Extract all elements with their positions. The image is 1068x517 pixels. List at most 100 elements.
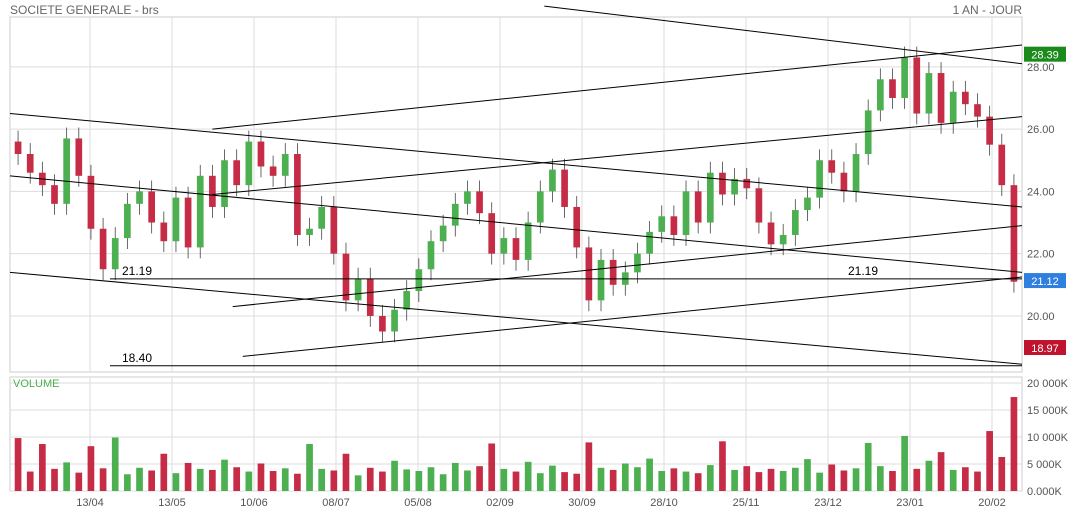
level-label: 18.40 [122,351,152,365]
volume-bar [876,466,884,491]
candle-body [75,138,83,176]
volume-bar [670,468,678,491]
candle-body [609,259,617,285]
volume-bar [172,473,180,491]
trendline [242,276,1023,357]
candle-body [476,191,483,214]
volume-bar [864,442,872,491]
candle-body [694,191,702,223]
candle-body [974,104,981,117]
candle-body [840,172,848,192]
volume-bar [500,468,508,491]
candle-body [670,216,678,235]
candle-body [719,172,726,195]
candle-body [330,206,338,254]
volume-bar [342,453,350,491]
candle-body [318,206,326,229]
candle-body [524,222,532,260]
volume-bar [816,472,823,491]
candle-body [379,315,386,332]
x-tick-label: 13/05 [158,497,186,509]
x-tick-label: 30/09 [568,497,596,509]
candle-body [184,197,192,248]
volume-bar [221,459,228,491]
trendline [232,225,1023,308]
candle-body [573,206,581,248]
candle-body [743,178,751,189]
volume-tick-label: 20 000K [1027,378,1068,390]
volume-bar [427,467,435,491]
volume-bar [111,437,119,491]
candle-body [26,154,34,173]
candle-body [51,185,58,204]
volume-tick-label: 15 000K [1027,405,1068,417]
candle-body [561,169,568,207]
volume-label: VOLUME [13,378,59,390]
volume-bar [209,469,216,491]
candle-body [937,73,945,123]
candle-body [791,210,799,235]
candle-body [294,154,301,235]
candle-body [682,191,690,235]
volume-bar [986,431,993,491]
candle-body [658,216,666,232]
volume-bar [354,475,362,491]
volume-bar [99,468,107,491]
volume-bar [925,460,933,491]
x-tick-label: 23/12 [814,497,842,509]
volume-bar [306,444,313,491]
volume-bar [852,468,860,491]
volume-bar [330,470,338,491]
volume-bar [245,471,253,491]
candle-body [257,141,265,167]
candle-body [391,309,398,332]
trendline [212,44,1023,130]
volume-bar [488,443,496,491]
candle-body [342,253,350,301]
y-tick-label: 24.00 [1027,186,1055,198]
trendline [212,116,1023,195]
volume-bar [281,468,289,491]
candle-body [925,73,933,114]
volume-bar [889,471,896,491]
volume-bar [512,471,520,491]
candle-body [245,141,253,186]
volume-bar [294,473,301,491]
volume-bar [196,468,204,491]
volume-bar [87,446,95,491]
y-tick-label: 26.00 [1027,124,1055,136]
low-badge-text: 18.97 [1031,343,1059,355]
x-tick-label: 13/04 [76,497,104,509]
volume-bar [26,471,34,491]
candle-body [427,241,435,270]
volume-bar [913,468,921,491]
candle-body [87,175,95,229]
volume-bar [585,442,593,491]
volume-bar [366,467,374,491]
high-badge-text: 28.39 [1031,50,1059,62]
volume-bar [318,468,326,491]
candle-body [889,79,896,98]
candle-body [111,238,119,270]
candle-body [366,278,374,316]
candle-body [549,169,556,192]
candle-body [913,57,921,114]
volume-bar [39,444,46,491]
volume-bar [609,469,617,491]
volume-bar [184,462,192,491]
candle-body [281,154,289,176]
volume-bar [75,472,83,491]
candle-body [779,234,787,245]
volume-bar [124,474,131,491]
volume-bar [646,458,653,491]
candle-body [306,228,313,235]
candle-body [196,175,204,248]
volume-bar [439,474,447,491]
candle-body [998,144,1006,186]
volume-bar [658,471,666,491]
volume-tick-label: 0.000K [1027,486,1063,498]
candle-body [828,160,836,173]
y-tick-label: 28.00 [1027,62,1055,74]
candle-body [962,91,969,105]
